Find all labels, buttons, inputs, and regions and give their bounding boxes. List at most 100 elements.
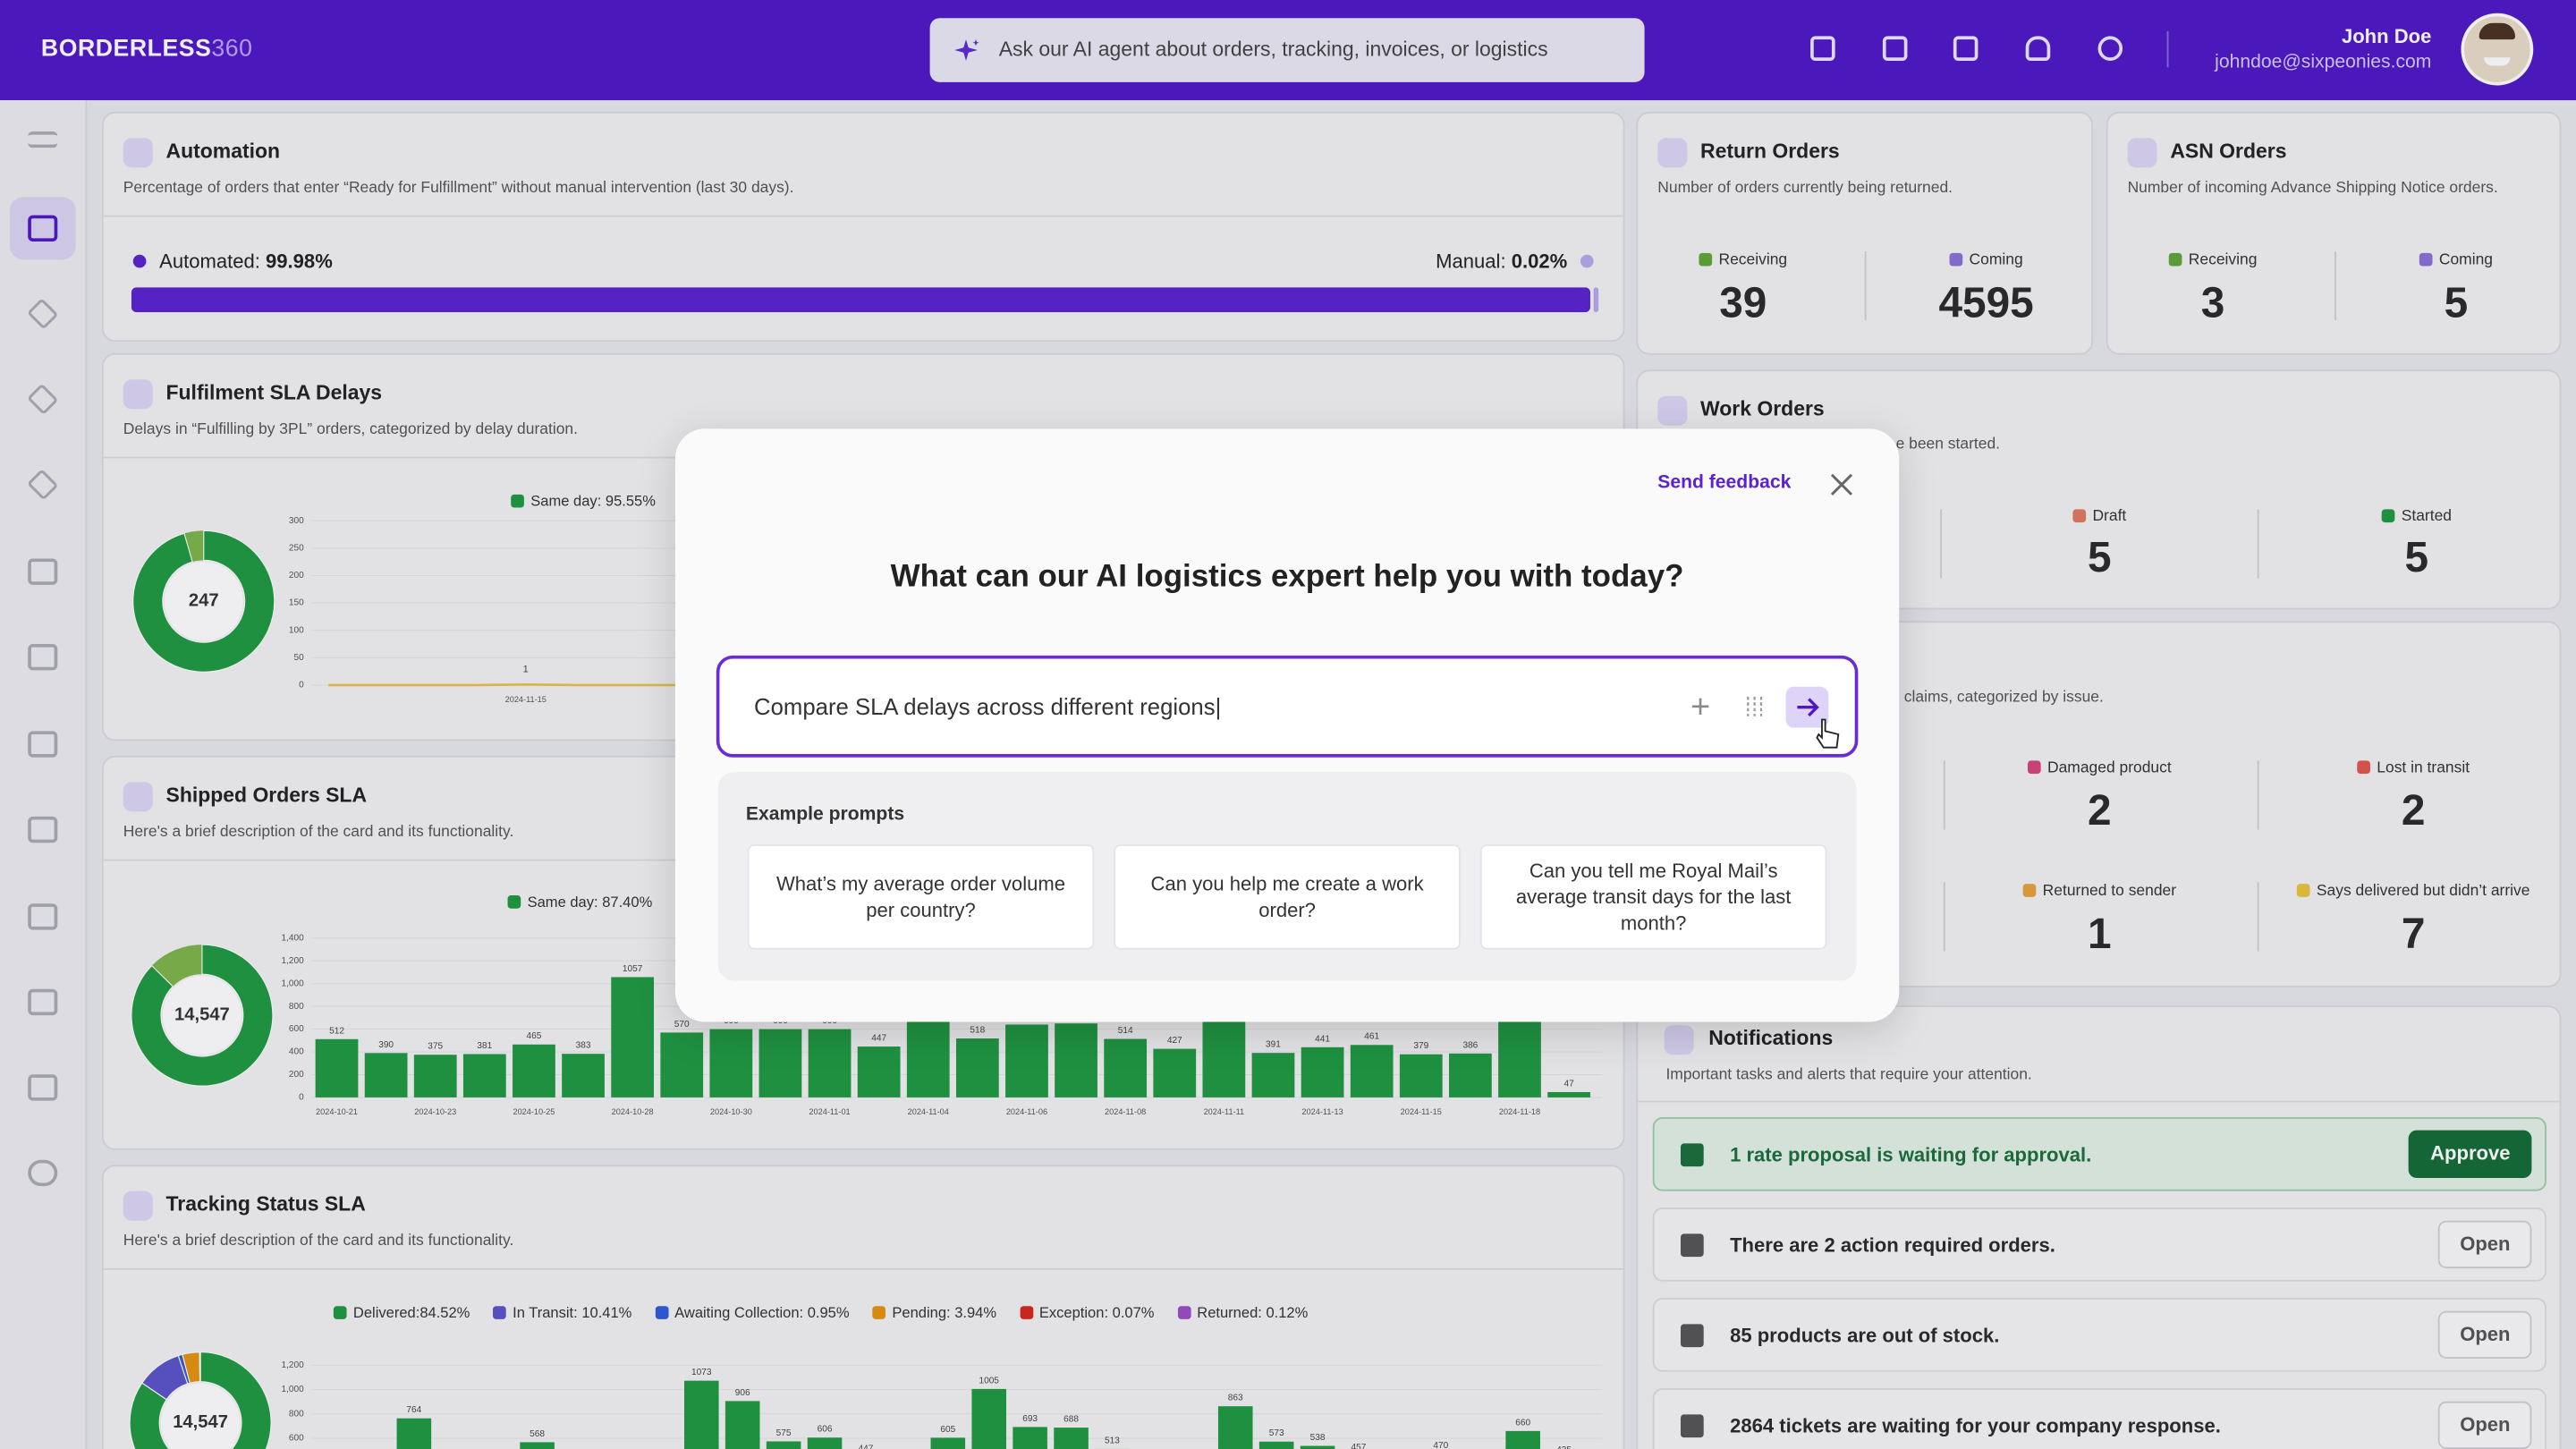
stat-label: Returned to sender (2022, 882, 2176, 901)
legend-text: Same day: 95.55% (530, 493, 656, 510)
legend-item: Same day: 87.40% (507, 894, 653, 911)
search-box[interactable]: Ask our AI agent about orders, tracking,… (929, 18, 1645, 82)
card-description: Percentage of orders that enter “Ready f… (123, 179, 794, 198)
point-label: 1 (523, 665, 529, 675)
reports-icon[interactable] (1810, 36, 1835, 61)
x-tick-label: 2024-10-25 (513, 1107, 555, 1116)
x-tick-label: 2024-10-21 (316, 1107, 358, 1116)
calendar-icon[interactable] (1953, 36, 1979, 61)
notification-row: 2864 tickets are waiting for your compan… (1652, 1388, 2546, 1449)
add-button[interactable] (1690, 697, 1710, 716)
bar-value-label: 573 (1269, 1428, 1284, 1438)
y-tick-label: 0 (299, 681, 304, 691)
legend-swatch (1019, 1306, 1033, 1319)
bar-value-label: 447 (859, 1444, 874, 1449)
bar (724, 1401, 760, 1449)
nav-settings[interactable] (28, 1159, 58, 1187)
stat-value: 39 (1719, 277, 1767, 327)
open-button[interactable]: Open (2438, 1310, 2532, 1359)
card-title: ASN Orders (2170, 140, 2287, 163)
card-icon (2127, 138, 2157, 168)
notification-row: 1 rate proposal is waiting for approval.… (1652, 1116, 2546, 1191)
y-tick-label: 1,000 (282, 979, 305, 988)
bar-value-label: 1057 (623, 964, 643, 974)
bar-value-label: 660 (1515, 1418, 1530, 1428)
x-tick-label: 2024-11-04 (908, 1107, 949, 1116)
legend-text: Same day: 87.40% (527, 894, 653, 911)
approve-button[interactable]: Approve (2409, 1130, 2532, 1178)
bar-value-label: 605 (940, 1425, 955, 1435)
example-prompt[interactable]: Can you tell me Royal Mail’s average tra… (1479, 844, 1827, 950)
avatar[interactable] (2461, 13, 2534, 86)
legend-item: Delivered:84.52% (333, 1304, 470, 1321)
card-icon (1664, 1025, 1694, 1055)
legend-item: Returned: 0.12% (1177, 1304, 1308, 1321)
donut-center-label: 14,547 (174, 1004, 230, 1024)
bar-value-label: 863 (1228, 1394, 1243, 1403)
prompt-text: Compare SLA delays across different regi… (754, 693, 1222, 720)
bar-value-label: 1073 (691, 1368, 712, 1377)
bar (807, 1437, 843, 1449)
open-button[interactable]: Open (2438, 1401, 2532, 1449)
close-button[interactable] (1830, 473, 1853, 496)
x-tick-label: 2024-11-18 (1499, 1107, 1540, 1116)
stat-label: Lost in transit (2357, 759, 2470, 777)
bar (684, 1380, 719, 1449)
stat-value: 5 (2404, 532, 2429, 582)
open-button[interactable]: Open (2438, 1220, 2532, 1268)
card-icon (123, 782, 153, 812)
send-feedback-link[interactable]: Send feedback (1657, 472, 1792, 494)
bar-value-label: 381 (477, 1041, 492, 1051)
bell-icon[interactable] (2025, 36, 2051, 61)
x-tick-label: 2024-11-15 (505, 695, 547, 704)
card-description: Delays in “Fulfilling by 3PL” orders, ca… (123, 420, 578, 439)
top-bar: BORDERLESS360 Ask our AI agent about ord… (0, 0, 2576, 101)
nav-analytics[interactable] (28, 1074, 58, 1101)
stat-label: Damaged product (2027, 759, 2172, 777)
legend-text: In Transit: 10.41% (513, 1304, 632, 1321)
donut-hole (164, 562, 243, 641)
example-prompt[interactable]: Can you help me create a work order? (1114, 844, 1461, 950)
brand[interactable]: BORDERLESS360 (41, 36, 253, 62)
nav-boxes[interactable] (28, 816, 58, 843)
stat-label: Coming (1949, 251, 2023, 269)
nav-home[interactable] (28, 215, 58, 242)
stat-label: Says delivered but didn’t arrive (2296, 882, 2529, 901)
card-icon (123, 138, 153, 168)
settings-button[interactable] (1745, 696, 1765, 716)
nav-chart[interactable] (28, 903, 58, 930)
nav-filter[interactable] (28, 131, 58, 148)
example-prompt[interactable]: What’s my average order volume per count… (747, 844, 1095, 950)
nav-home-active[interactable] (10, 197, 76, 260)
y-tick-label: 50 (294, 653, 305, 663)
bar (857, 1046, 901, 1097)
card-title: Work Orders (1700, 397, 1825, 421)
nav-archive[interactable] (28, 644, 58, 671)
y-tick-label: 100 (289, 625, 304, 635)
stat-value: 4595 (1938, 277, 2034, 327)
help-icon[interactable] (2097, 36, 2123, 61)
nav-truck[interactable] (28, 731, 58, 758)
legend-item: In Transit: 10.41% (493, 1304, 632, 1321)
donut-segment (131, 944, 274, 1087)
bar (660, 1032, 704, 1097)
bar (513, 1044, 555, 1097)
nav-clipboard[interactable] (28, 558, 58, 585)
bar (562, 1054, 605, 1097)
card-icon (1657, 138, 1688, 168)
legend: Same day: 95.55% (511, 487, 678, 516)
donut-segment (129, 1352, 272, 1449)
card-description: Here's a brief description of the card a… (123, 1232, 514, 1250)
notification-row: There are 2 action required orders. Open (1652, 1208, 2546, 1282)
calculator-icon[interactable] (1882, 36, 1908, 61)
prompt-input[interactable]: Compare SLA delays across different regi… (716, 655, 1859, 758)
stat-value: 3 (2200, 277, 2225, 327)
bar (364, 1053, 408, 1097)
notification-row: 85 products are out of stock. Open (1652, 1298, 2546, 1372)
asn-orders-card: ASN Orders Number of incoming Advance Sh… (2106, 111, 2562, 355)
stat-value: 5 (2444, 277, 2469, 327)
nav-tickets[interactable] (28, 988, 58, 1016)
bar-value-label: 512 (329, 1026, 344, 1036)
bar-value-label: 375 (428, 1042, 443, 1052)
